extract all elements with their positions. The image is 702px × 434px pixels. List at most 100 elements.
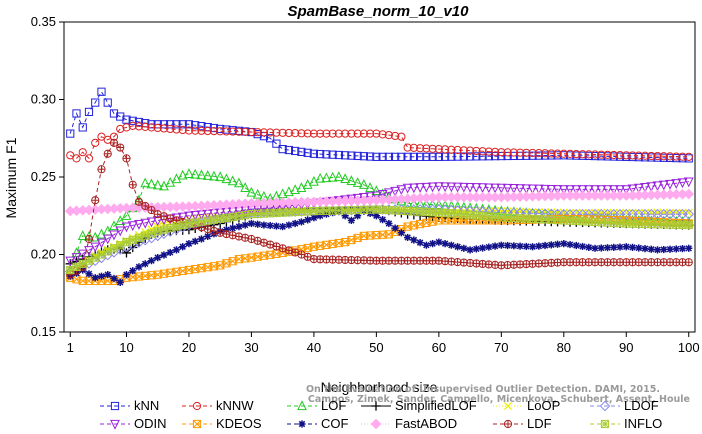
y-axis-label: Maximum F1 [3,137,19,218]
x-tick-label: 20 [182,340,196,355]
data-point [178,220,187,230]
data-point [266,134,275,143]
data-point [516,242,524,250]
data-point [402,183,413,194]
data-point [652,181,663,192]
data-point [416,144,425,153]
data-point [234,177,244,188]
data-point [141,260,149,268]
data-point [391,131,400,141]
data-point [284,186,294,197]
data-point [122,123,131,132]
data-point [146,217,157,228]
data-point [191,237,199,245]
data-point [497,241,505,249]
legend-label: LOF [321,398,346,413]
legend-marker [110,419,120,430]
data-point [671,179,682,189]
data-point [304,216,312,224]
legend-marker [297,400,307,411]
data-point [577,185,588,196]
data-point [109,220,119,231]
data-point [359,152,368,161]
legend-label: kNNW [216,398,254,413]
data-point [622,151,631,160]
data-point [215,171,226,182]
data-point [353,129,362,138]
data-point [409,152,418,161]
data-point [640,182,650,193]
data-point [466,246,474,254]
data-point [284,145,294,155]
data-point [522,242,530,251]
data-point [166,124,175,134]
data-point [72,154,81,163]
data-point [565,149,575,159]
data-point [122,154,131,163]
data-point [372,152,381,161]
data-point [377,189,388,200]
data-point [134,197,144,206]
data-point [541,241,549,250]
data-point [340,173,351,184]
data-point [358,179,369,189]
data-point [415,183,426,193]
y-tick-label: 0.15 [31,324,56,339]
data-point [152,179,163,190]
data-point [146,178,157,189]
data-point [179,243,187,251]
data-point [515,184,525,195]
data-point [129,267,137,275]
data-point [316,129,325,138]
data-point [178,125,187,135]
data-point [347,216,355,224]
data-point [416,152,425,161]
data-point [547,241,555,249]
data-point [104,271,112,279]
credit-line-1: On the Evaluation of Unsupervised Outlie… [306,384,660,395]
data-point [347,129,356,138]
data-point [71,253,82,263]
data-point [365,192,376,203]
data-point [553,149,562,158]
data-point [91,196,100,205]
data-point [522,148,531,157]
data-point [266,128,275,137]
data-point [608,185,619,196]
data-point [278,145,287,154]
data-point [203,216,212,225]
data-point [558,185,569,196]
data-point [246,186,257,197]
data-point [615,151,625,160]
data-point [102,234,113,245]
data-point [302,179,313,189]
data-point [485,243,493,251]
data-point [596,185,607,196]
legend-label: LDOF [624,398,659,413]
data-point [285,221,293,229]
data-point [678,152,687,161]
data-point [128,116,137,125]
data-point [372,212,380,220]
data-point [684,152,693,161]
data-point [209,226,219,236]
x-tick-label: 90 [619,340,633,355]
data-point [666,245,674,253]
data-point [66,129,75,138]
data-point [266,221,274,230]
data-point [204,232,212,241]
plot-frame [63,21,696,333]
data-point [415,198,426,209]
data-point [435,238,443,246]
data-point [379,216,387,224]
data-point [141,201,150,211]
data-point [134,220,144,230]
data-point [291,146,300,156]
data-point [640,151,650,160]
data-point [540,184,550,195]
data-point [247,219,256,228]
data-point [91,274,99,282]
data-point [372,129,381,138]
data-point [309,149,319,158]
data-point [85,270,93,278]
